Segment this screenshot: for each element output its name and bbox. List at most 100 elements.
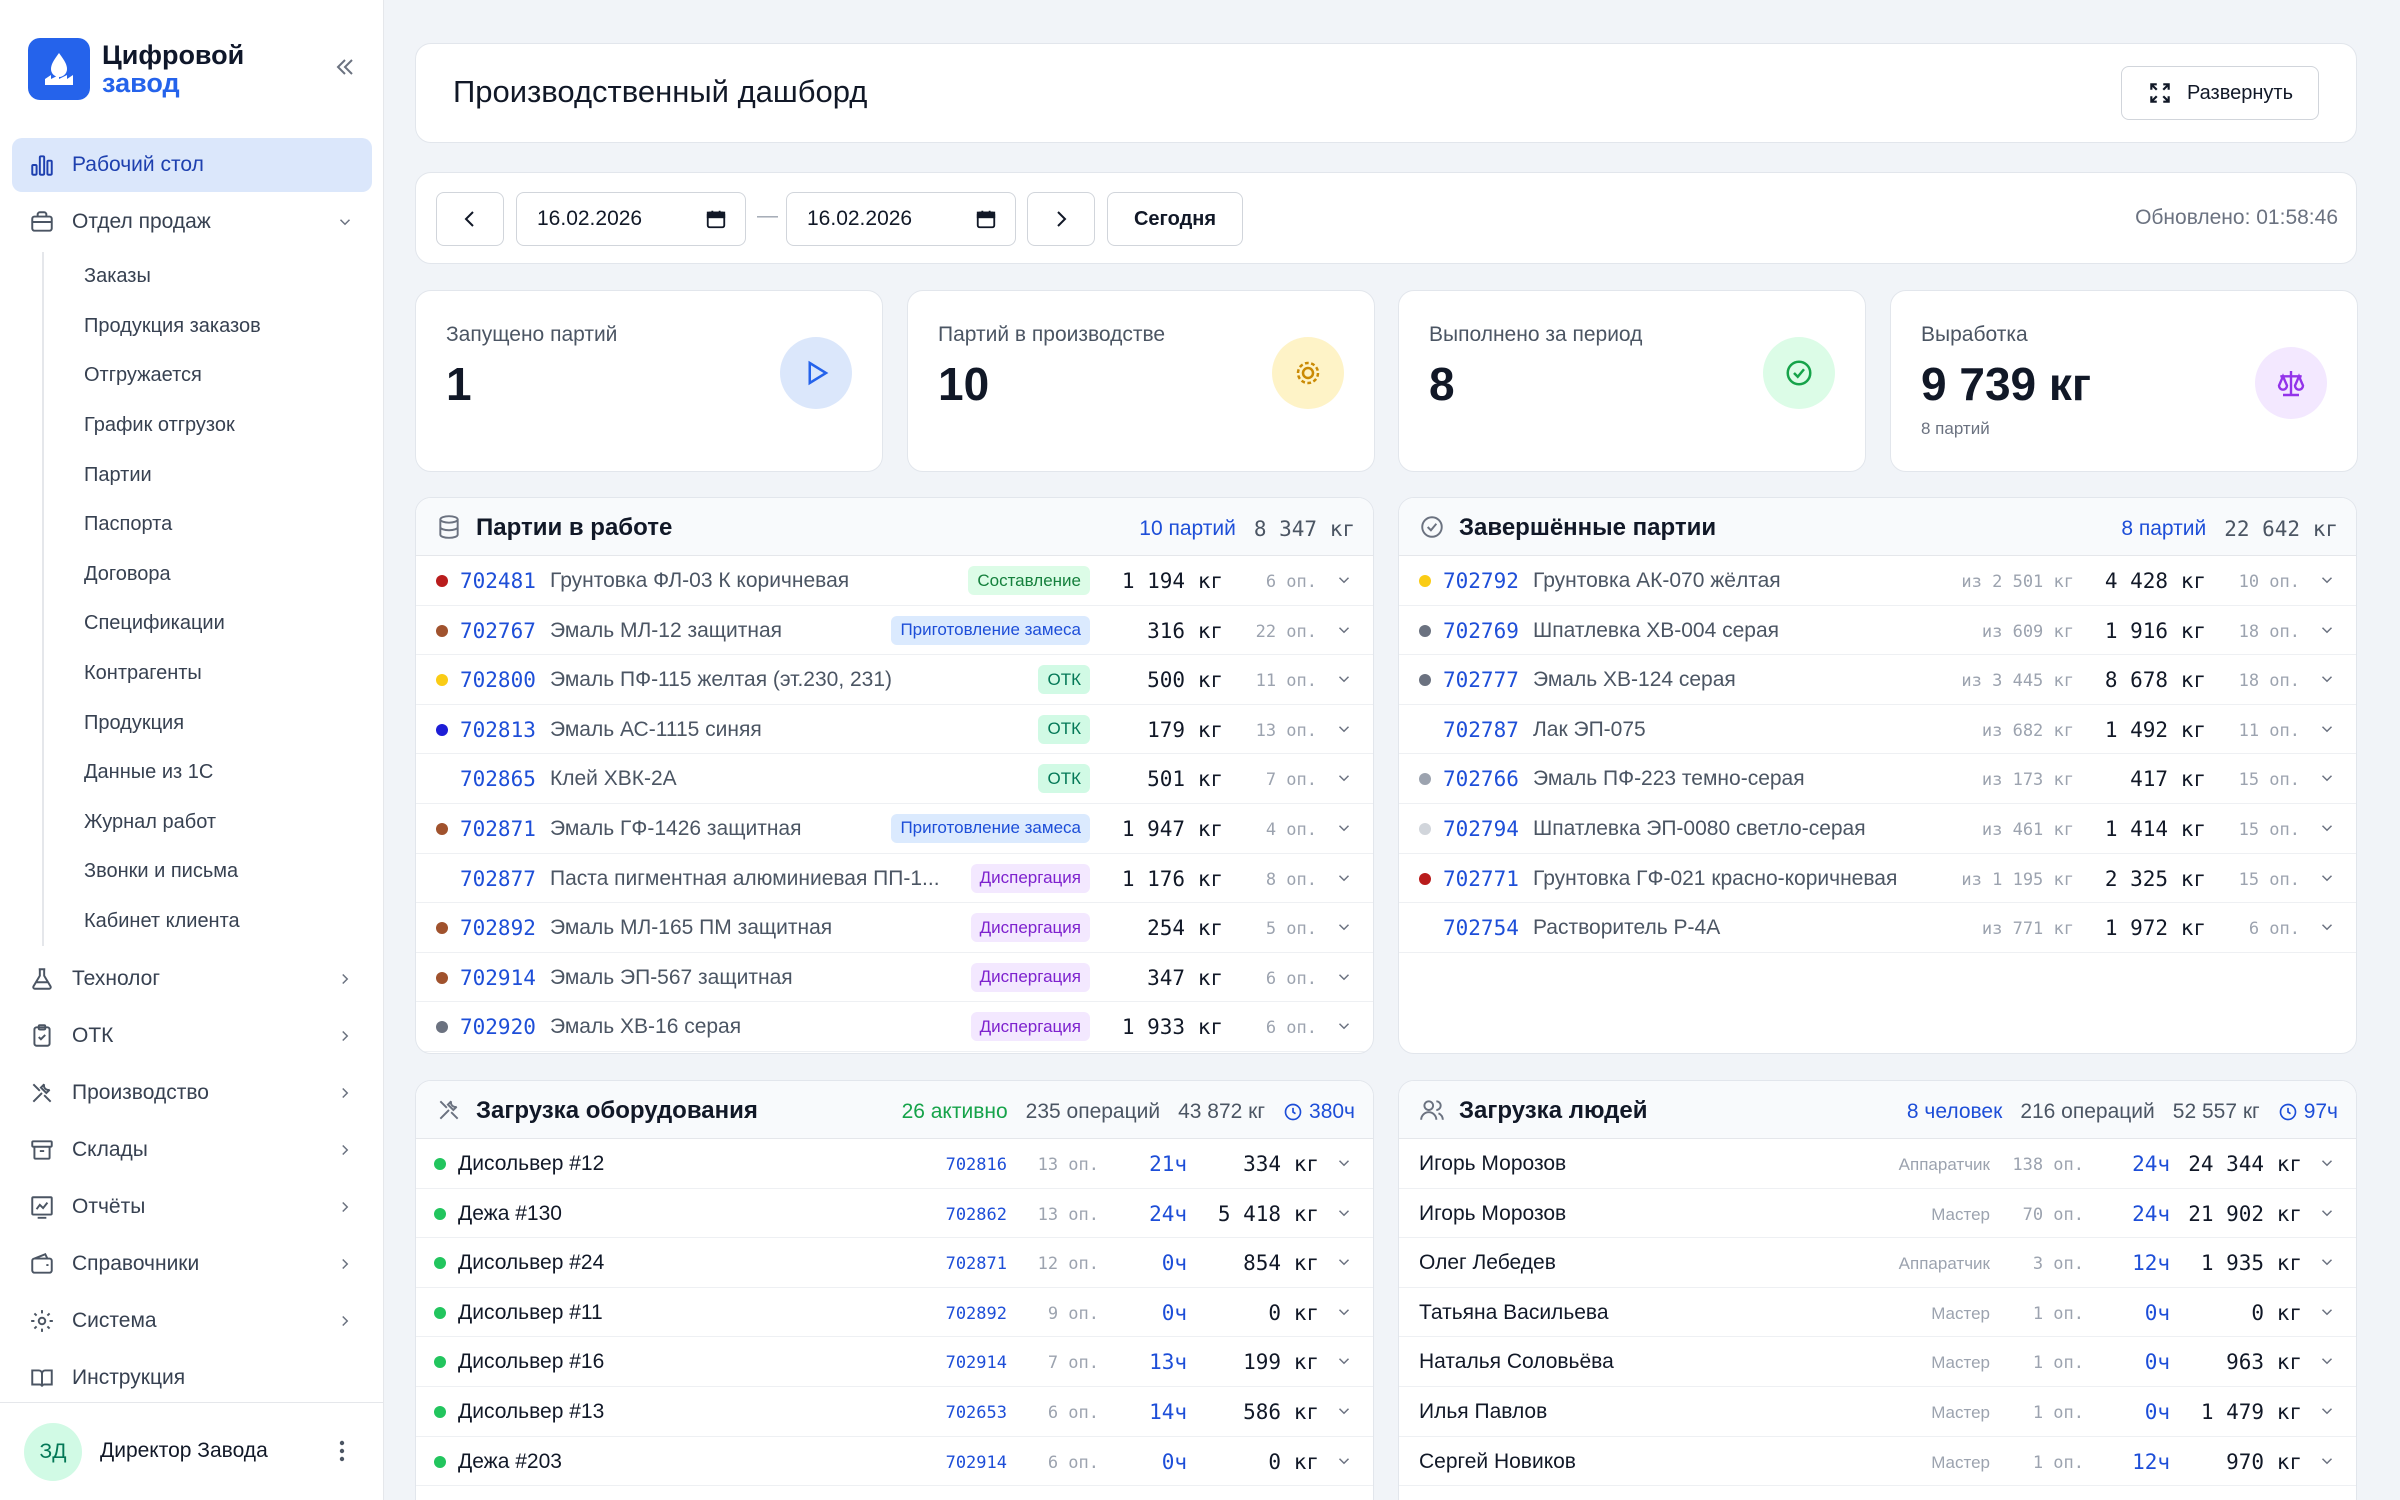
chevron-down-icon[interactable]	[2318, 869, 2336, 887]
table-row[interactable]: 702920 Эмаль ХВ-16 серая Диспергация 1 933 …	[416, 1002, 1373, 1052]
chevron-down-icon[interactable]	[2318, 1402, 2336, 1420]
chevron-down-icon[interactable]	[1335, 1204, 1353, 1222]
table-row[interactable]: Дисольвер #13 702653 6 оп. 14ч 586 кг	[416, 1387, 1373, 1437]
table-row[interactable]: Сергей Новиков Мастер 1 оп. 12ч 970 кг	[1399, 1437, 2356, 1487]
app-logo[interactable]: Цифровой завод	[28, 38, 244, 100]
chevron-down-icon[interactable]	[1335, 769, 1353, 787]
batch-id[interactable]: 702914	[945, 1452, 1007, 1473]
collapse-sidebar-icon[interactable]	[330, 52, 360, 82]
batch-id[interactable]: 702920	[460, 1015, 536, 1040]
chevron-down-icon[interactable]	[1335, 869, 1353, 887]
batch-id[interactable]: 702813	[460, 717, 536, 742]
batch-id[interactable]: 702777	[1443, 668, 1519, 693]
batch-id[interactable]: 702767	[460, 618, 536, 643]
chevron-down-icon[interactable]	[1335, 1402, 1353, 1420]
table-row[interactable]: 702767 Эмаль МЛ-12 защитная Приготовление …	[416, 606, 1373, 656]
subnav-item[interactable]: Спецификации	[84, 612, 225, 635]
chevron-down-icon[interactable]	[2318, 720, 2336, 738]
table-row[interactable]: 702771 Грунтовка ГФ-021 красно-коричневая…	[1399, 854, 2356, 904]
chevron-down-icon[interactable]	[2318, 1452, 2336, 1470]
subnav-item[interactable]: Звонки и письма	[84, 860, 239, 883]
user-profile[interactable]: ЗД Директор Завода	[0, 1402, 384, 1500]
chevron-down-icon[interactable]	[2318, 1154, 2336, 1172]
chevron-down-icon[interactable]	[2318, 621, 2336, 639]
inwork-count[interactable]: 10 партий	[1139, 517, 1236, 540]
subnav-item[interactable]: Контрагенты	[84, 662, 202, 685]
table-row[interactable]: 702792 Грунтовка АК-070 жёлтая из 2 501 кг…	[1399, 556, 2356, 606]
sidebar-item-otk[interactable]: ОТК	[12, 1009, 372, 1063]
table-row[interactable]: Дисольвер #12 702816 13 оп. 21ч 334 кг	[416, 1139, 1373, 1189]
chevron-down-icon[interactable]	[1335, 918, 1353, 936]
subnav-item[interactable]: Партии	[84, 463, 152, 486]
chevron-down-icon[interactable]	[2318, 1253, 2336, 1271]
prev-date-button[interactable]	[436, 192, 504, 246]
chevron-down-icon[interactable]	[2318, 1303, 2336, 1321]
chevron-down-icon[interactable]	[2318, 1352, 2336, 1370]
chevron-down-icon[interactable]	[1335, 621, 1353, 639]
subnav-item[interactable]: Кабинет клиента	[84, 910, 240, 933]
subnav-item[interactable]: Заказы	[84, 265, 151, 288]
subnav-item[interactable]: Журнал работ	[84, 810, 217, 833]
batch-id[interactable]: 702914	[945, 1353, 1007, 1374]
calendar-icon[interactable]	[975, 208, 997, 230]
chevron-down-icon[interactable]	[1335, 1154, 1353, 1172]
chevron-down-icon[interactable]	[1335, 1017, 1353, 1035]
chevron-down-icon[interactable]	[1335, 968, 1353, 986]
batch-id[interactable]: 702792	[1443, 569, 1519, 593]
date-to-input[interactable]: 16.02.2026	[786, 192, 1016, 246]
sidebar-item-system[interactable]: Система	[12, 1294, 372, 1348]
table-row[interactable]: 702754 Растворитель Р-4А из 771 кг 1 972 кг…	[1399, 903, 2356, 953]
table-row[interactable]: 702766 Эмаль ПФ-223 темно-серая из 173 кг 4…	[1399, 754, 2356, 804]
batch-id[interactable]: 702871	[945, 1254, 1007, 1275]
table-row[interactable]: Олег Лебедев Аппаратчик 3 оп. 12ч 1 935 кг	[1399, 1238, 2356, 1288]
subnav-item[interactable]: Продукция заказов	[84, 314, 261, 337]
batch-id[interactable]: 702769	[1443, 618, 1519, 643]
chevron-down-icon[interactable]	[1335, 1253, 1353, 1271]
subnav-item[interactable]: Данные из 1С	[84, 761, 214, 784]
table-row[interactable]: Татьяна Васильева Мастер 1 оп. 0ч 0 кг	[1399, 1288, 2356, 1338]
table-row[interactable]: 702871 Эмаль ГФ-1426 защитная Приготовлени…	[416, 804, 1373, 854]
batch-id[interactable]: 702800	[460, 668, 536, 693]
table-row[interactable]: Илья Павлов Мастер 1 оп. 0ч 1 479 кг	[1399, 1387, 2356, 1437]
batch-id[interactable]: 702481	[460, 569, 536, 593]
table-row[interactable]: 702865 Клей ХВК-2А ОТК 501 кг 7 оп.	[416, 754, 1373, 804]
subnav-item[interactable]: Отгружается	[84, 364, 202, 387]
sidebar-item-production[interactable]: Производство	[12, 1066, 372, 1120]
table-row[interactable]: Дисольвер #24 702871 12 оп. 0ч 854 кг	[416, 1238, 1373, 1288]
table-row[interactable]: Наталья Соловьёва Мастер 1 оп. 0ч 963 кг	[1399, 1337, 2356, 1387]
batch-id[interactable]: 702892	[945, 1303, 1007, 1324]
batch-id[interactable]: 702914	[460, 965, 536, 990]
batch-id[interactable]: 702892	[460, 916, 536, 941]
batch-id[interactable]: 702877	[460, 866, 536, 891]
chevron-down-icon[interactable]	[1335, 1452, 1353, 1470]
subnav-item[interactable]: Паспорта	[84, 513, 173, 536]
sidebar-item-sales[interactable]: Отдел продаж	[12, 195, 372, 249]
chevron-down-icon[interactable]	[2318, 571, 2336, 589]
table-row[interactable]: 702787 Лак ЭП-075 из 682 кг 1 492 кг 11 оп.	[1399, 705, 2356, 755]
chevron-down-icon[interactable]	[2318, 769, 2336, 787]
done-count[interactable]: 8 партий	[2121, 517, 2207, 540]
sidebar-item-technologist[interactable]: Технолог	[12, 952, 372, 1006]
chevron-down-icon[interactable]	[2318, 918, 2336, 936]
table-row[interactable]: 702777 Эмаль ХВ-124 серая из 3 445 кг 8 678…	[1399, 655, 2356, 705]
chevron-down-icon[interactable]	[2318, 670, 2336, 688]
sidebar-item-reports[interactable]: Отчёты	[12, 1180, 372, 1234]
sidebar-item-dashboard[interactable]: Рабочий стол	[12, 138, 372, 192]
sidebar-item-manual[interactable]: Инструкция	[12, 1351, 372, 1405]
table-row[interactable]: Дисольвер #16 702914 7 оп. 13ч 199 кг	[416, 1337, 1373, 1387]
table-row[interactable]: 702813 Эмаль АС-1115 синяя ОТК 179 кг 13 оп.	[416, 705, 1373, 755]
batch-id[interactable]: 702653	[945, 1402, 1007, 1423]
batch-id[interactable]: 702787	[1443, 717, 1519, 742]
table-row[interactable]: 702877 Паста пигментная алюминиевая ПП-1.…	[416, 854, 1373, 904]
subnav-item[interactable]: График отгрузок	[84, 414, 235, 437]
chevron-down-icon[interactable]	[1335, 670, 1353, 688]
table-row[interactable]: 702794 Шпатлевка ЭП-0080 светло-серая из 4…	[1399, 804, 2356, 854]
date-from-input[interactable]: 16.02.2026	[516, 192, 746, 246]
batch-id[interactable]: 702816	[945, 1155, 1007, 1175]
table-row[interactable]: Игорь Морозов Мастер 70 оп. 24ч 21 902 кг	[1399, 1189, 2356, 1239]
table-row[interactable]: Игорь Морозов Аппаратчик 138 оп. 24ч 24 344 …	[1399, 1139, 2356, 1189]
table-row[interactable]: 702892 Эмаль МЛ-165 ПМ защитная Диспергаци…	[416, 903, 1373, 953]
next-date-button[interactable]	[1027, 192, 1095, 246]
sidebar-item-references[interactable]: Справочники	[12, 1237, 372, 1291]
batch-id[interactable]: 702862	[945, 1204, 1007, 1225]
